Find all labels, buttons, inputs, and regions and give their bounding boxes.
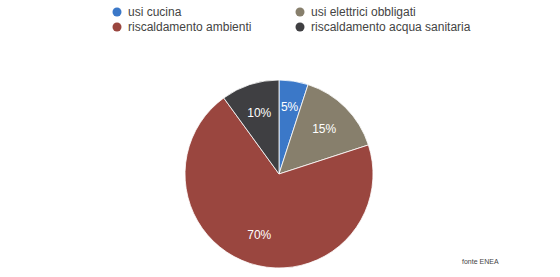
data-label: 5%	[281, 100, 299, 114]
legend-marker	[113, 23, 122, 32]
legend-marker	[296, 23, 305, 32]
slices	[185, 80, 373, 268]
legend: usi cucinausi elettrici obbligatiriscald…	[113, 5, 471, 34]
data-label: 70%	[247, 228, 271, 242]
annotation: fonte ENEA	[462, 258, 499, 265]
data-label: 10%	[247, 106, 271, 120]
chart: usi cucinausi elettrici obbligatiriscald…	[0, 0, 560, 277]
data-label: 15%	[312, 122, 336, 136]
data-labels: 5% 15% 70% 10%	[247, 100, 336, 242]
legend-label: usi cucina	[128, 5, 182, 19]
legend-marker	[113, 8, 122, 17]
legend-label: riscaldamento acqua sanitaria	[311, 20, 471, 34]
legend-label: usi elettrici obbligati	[311, 5, 416, 19]
legend-label: riscaldamento ambienti	[128, 20, 251, 34]
legend-marker	[296, 8, 305, 17]
pie-slice	[224, 80, 279, 174]
